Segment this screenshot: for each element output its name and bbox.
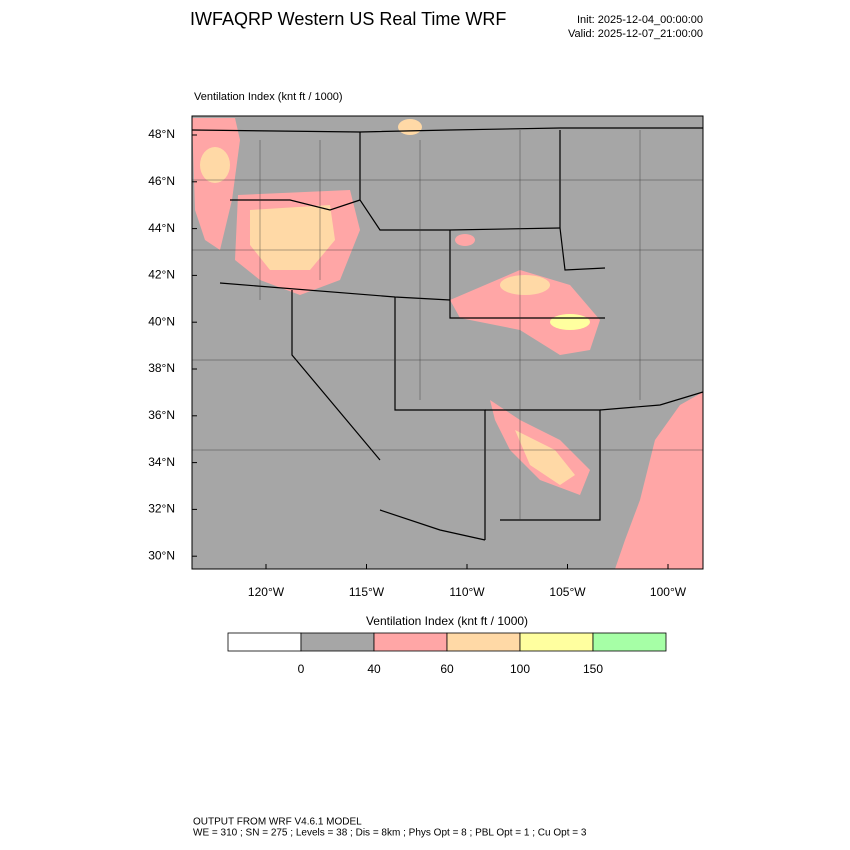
lat-label: 30°N <box>148 548 175 562</box>
colorbar-box <box>373 632 448 652</box>
colorbar-label: 0 <box>298 662 305 676</box>
colorbar-box <box>519 632 594 652</box>
colorbar-box <box>446 632 521 652</box>
map-background <box>192 116 703 569</box>
lon-label: 105°W <box>549 585 586 599</box>
map-frame <box>191 115 704 570</box>
lat-label: 36°N <box>148 408 175 422</box>
colorbar: 0 40 60 100 150 <box>227 632 667 676</box>
colorbar-box <box>300 632 375 652</box>
footer-line: WE = 310 ; SN = 275 ; Levels = 38 ; Dis … <box>193 828 587 839</box>
lon-label: 115°W <box>349 585 385 599</box>
title: IWFAQRP Western US Real Time WRF <box>190 9 506 29</box>
lat-label: 48°N <box>148 127 175 141</box>
colorbar-label: 60 <box>440 662 454 676</box>
colorbar-label: 100 <box>510 662 530 676</box>
lat-label: 40°N <box>148 314 175 328</box>
colorbar-label: 40 <box>367 662 381 676</box>
lat-label: 44°N <box>148 221 175 235</box>
lat-label: 46°N <box>148 174 175 188</box>
borders <box>191 127 704 541</box>
valid-time: Valid: 2025-12-07_21:00:00 <box>568 28 703 40</box>
init-time: Init: 2025-12-04_00:00:00 <box>577 14 703 26</box>
colorbar-box <box>227 632 302 652</box>
lat-label: 34°N <box>148 455 175 469</box>
map-label: Ventilation Index (knt ft / 1000) <box>194 91 343 103</box>
colorbar-box <box>592 632 667 652</box>
map-ticks: 48°N 46°N 44°N 42°N 40°N 38°N 36°N 34°N 32°N 30°N… <box>148 127 687 599</box>
map: 48°N 46°N 44°N 42°N 40°N 38°N 36°N 34°N 32°N 30°N… <box>148 115 704 599</box>
lat-label: 38°N <box>148 361 175 375</box>
lon-label: 100°W <box>650 585 687 599</box>
colorbar-title: Ventilation Index (knt ft / 1000) <box>366 614 528 628</box>
footer-line: OUTPUT FROM WRF V4.6.1 MODEL <box>193 817 362 828</box>
lat-label: 32°N <box>148 502 175 516</box>
colorbar-label: 150 <box>583 662 603 676</box>
lon-label: 120°W <box>248 585 285 599</box>
index-areas <box>192 118 703 569</box>
lat-label: 42°N <box>148 268 175 282</box>
lon-label: 110°W <box>449 585 485 599</box>
